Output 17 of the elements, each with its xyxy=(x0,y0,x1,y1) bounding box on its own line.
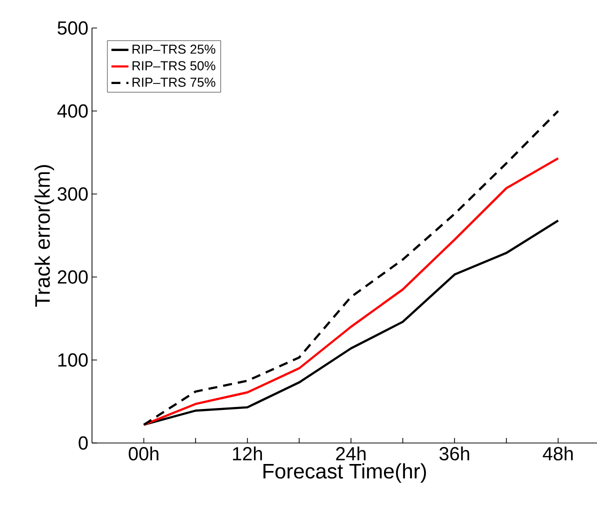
line-series xyxy=(142,157,560,426)
x-axis-title: Forecast Time(hr) xyxy=(263,463,426,483)
x-tick-label: 24h xyxy=(336,446,366,460)
y-tick-label: 200 xyxy=(58,270,88,284)
y-tick-label: 100 xyxy=(58,353,88,367)
y-tick-label: 500 xyxy=(58,21,88,35)
y-axis-title: Track error(km) xyxy=(34,165,54,307)
y-tick-label: 400 xyxy=(57,104,88,118)
legend-label: RIP–TRS 75% xyxy=(132,78,216,87)
x-tick-label: 48h xyxy=(542,446,573,460)
x-tick-label: 36h xyxy=(439,446,470,460)
legend-label: RIP–TRS 25% xyxy=(132,44,216,54)
x-tick-label: 00h xyxy=(128,446,158,460)
x-tick-label: 12h xyxy=(233,446,262,460)
y-tick-label: 300 xyxy=(58,187,88,201)
y-tick-label: 0 xyxy=(78,436,88,450)
legend-label: RIP–TRS 50% xyxy=(132,61,216,70)
